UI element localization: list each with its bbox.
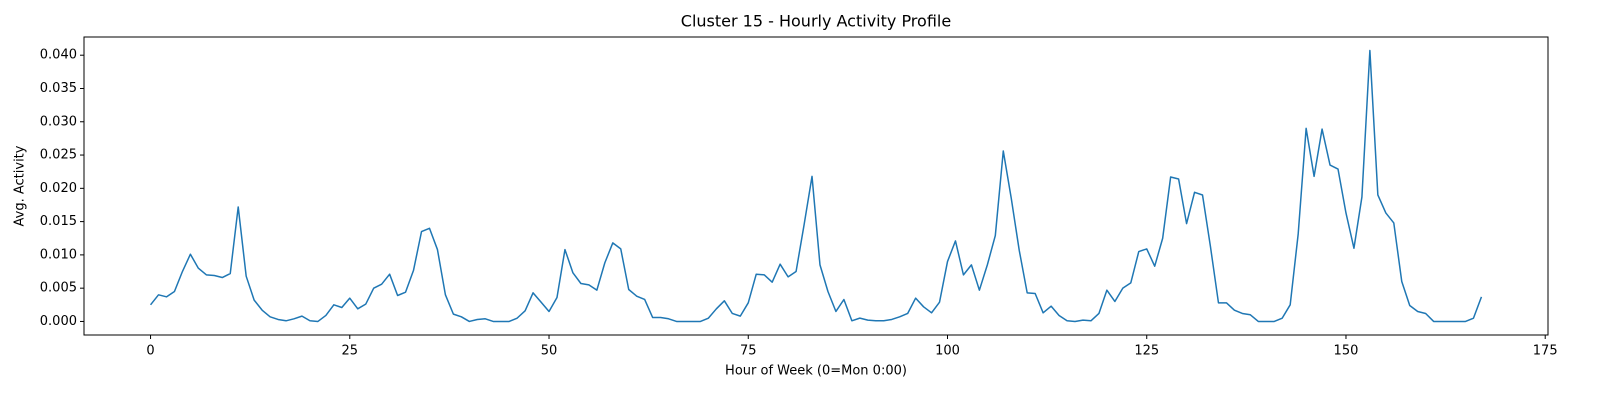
plot-frame [83, 36, 1549, 336]
y-tick-label: 0.020 [40, 181, 77, 196]
y-tick-label: 0.000 [40, 314, 77, 329]
y-tick-label: 0.010 [40, 247, 77, 262]
x-tick-label: 175 [1533, 344, 1558, 359]
y-tick-label: 0.005 [40, 281, 77, 296]
x-tick-label: 50 [541, 344, 558, 359]
x-tick-label: 75 [740, 344, 757, 359]
x-tick-label: 0 [146, 344, 154, 359]
y-tick-label: 0.040 [40, 48, 77, 63]
y-tick-label: 0.025 [40, 148, 77, 163]
y-tick-label: 0.030 [40, 114, 77, 129]
x-tick-label: 150 [1334, 344, 1359, 359]
chart-title: Cluster 15 - Hourly Activity Profile [681, 12, 951, 31]
x-tick-label: 25 [342, 344, 359, 359]
x-tick-label: 100 [935, 344, 960, 359]
data-line [149, 49, 1483, 323]
x-tick-label: 125 [1134, 344, 1159, 359]
x-axis-label: Hour of Week (0=Mon 0:00) [725, 364, 907, 379]
y-axis-label: Avg. Activity [13, 145, 28, 226]
y-tick-label: 0.035 [40, 81, 77, 96]
y-tick-label: 0.015 [40, 214, 77, 229]
